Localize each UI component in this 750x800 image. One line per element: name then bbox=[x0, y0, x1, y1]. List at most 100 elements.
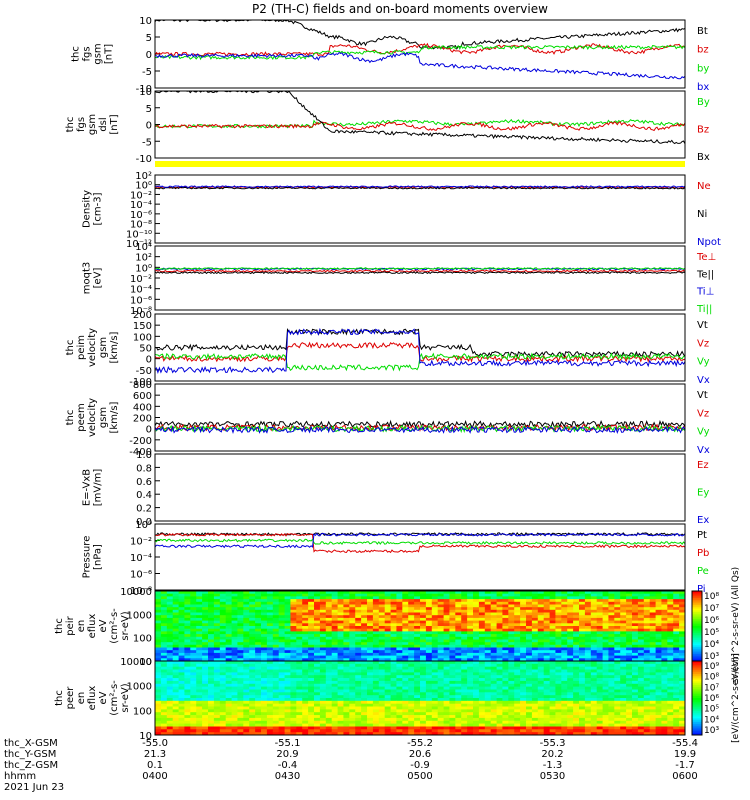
heatmap-cell bbox=[266, 615, 274, 619]
heatmap-cell bbox=[531, 663, 539, 667]
heatmap-cell bbox=[337, 644, 344, 648]
heatmap-cell bbox=[496, 732, 503, 736]
heatmap-cell bbox=[319, 695, 327, 699]
heatmap-cell bbox=[237, 631, 244, 635]
heatmap-cell bbox=[555, 655, 562, 659]
heatmap-cell bbox=[484, 609, 492, 613]
heatmap-cell bbox=[361, 591, 368, 595]
heatmap-cell bbox=[602, 601, 609, 605]
heatmap-cell bbox=[520, 609, 527, 613]
heatmap-cell bbox=[649, 675, 656, 679]
heatmap-cell bbox=[155, 644, 162, 648]
heatmap-cell bbox=[584, 596, 592, 600]
heatmap-cell bbox=[408, 692, 415, 696]
heatmap-cell bbox=[196, 593, 203, 597]
series-line-Te|| bbox=[154, 271, 686, 275]
heatmap-cell bbox=[266, 609, 274, 613]
heatmap-cell bbox=[626, 672, 633, 676]
heatmap-cell bbox=[490, 604, 497, 608]
heatmap-cell bbox=[579, 663, 586, 667]
heatmap-cell bbox=[455, 709, 462, 713]
heatmap-cell bbox=[208, 712, 215, 716]
heatmap-cell bbox=[361, 647, 368, 651]
heatmap-cell bbox=[596, 669, 603, 673]
heatmap-cell bbox=[308, 661, 315, 665]
heatmap-cell bbox=[325, 601, 333, 605]
heatmap-cell bbox=[155, 663, 162, 667]
heatmap-cell bbox=[325, 698, 333, 702]
heatmap-cell bbox=[219, 607, 227, 611]
heatmap-cell bbox=[155, 715, 162, 719]
heatmap-cell bbox=[219, 689, 227, 693]
heatmap-cell bbox=[249, 703, 256, 707]
heatmap-cell bbox=[213, 652, 221, 656]
heatmap-cell bbox=[372, 723, 380, 727]
heatmap-cell bbox=[337, 647, 344, 651]
heatmap-cell bbox=[302, 634, 309, 638]
heatmap-cell bbox=[584, 669, 592, 673]
heatmap-cell bbox=[225, 672, 232, 676]
heatmap-cell bbox=[402, 683, 409, 687]
heatmap-cell bbox=[361, 695, 368, 699]
heatmap-cell bbox=[679, 706, 686, 710]
heatmap-cell bbox=[508, 655, 515, 659]
heatmap-cell bbox=[614, 700, 621, 704]
heatmap-cell bbox=[637, 647, 645, 651]
heatmap-cell bbox=[284, 601, 291, 605]
heatmap-cell bbox=[414, 601, 421, 605]
heatmap-cell bbox=[431, 652, 439, 656]
heatmap-cell bbox=[602, 703, 609, 707]
heatmap-cell bbox=[272, 678, 280, 682]
heatmap-cell bbox=[655, 642, 662, 646]
heatmap-cell bbox=[178, 642, 185, 646]
heatmap-cell bbox=[596, 663, 603, 667]
heatmap-cell bbox=[590, 700, 598, 704]
panel-peim_velocity: thc peim velocity gsm [km/s]200150100500-50-… bbox=[65, 310, 710, 388]
heatmap-cell bbox=[325, 652, 333, 656]
heatmap-cell bbox=[255, 663, 262, 667]
heatmap-cell bbox=[302, 709, 309, 713]
heatmap-cell bbox=[637, 709, 645, 713]
heatmap-cell bbox=[402, 626, 409, 630]
heatmap-cell bbox=[225, 652, 232, 656]
heatmap-cell bbox=[484, 655, 492, 659]
heatmap-cell bbox=[667, 732, 674, 736]
heatmap-cell bbox=[620, 661, 627, 665]
heatmap-cell bbox=[596, 617, 603, 621]
heatmap-cell bbox=[679, 655, 686, 659]
heatmap-cell bbox=[637, 620, 645, 624]
heatmap-cell bbox=[390, 663, 397, 667]
heatmap-cell bbox=[473, 604, 480, 608]
heatmap-cell bbox=[537, 689, 545, 693]
heatmap-cell bbox=[190, 644, 197, 648]
heatmap-cell bbox=[537, 683, 545, 687]
heatmap-cell bbox=[272, 620, 280, 624]
heatmap-cell bbox=[155, 612, 162, 616]
heatmap-cell bbox=[349, 591, 356, 595]
heatmap-cell bbox=[549, 689, 556, 693]
heatmap-cell bbox=[178, 615, 185, 619]
heatmap-cell bbox=[266, 601, 274, 605]
heatmap-cell bbox=[367, 601, 374, 605]
heatmap-cell bbox=[443, 650, 450, 654]
heatmap-cell bbox=[196, 591, 203, 595]
legend-label: By bbox=[697, 97, 710, 108]
heatmap-cell bbox=[584, 623, 592, 627]
heatmap-cell bbox=[278, 636, 285, 640]
heatmap-cell bbox=[290, 709, 297, 713]
heatmap-cell bbox=[620, 652, 627, 656]
heatmap-cell bbox=[449, 642, 456, 646]
y-tick-label: 0 bbox=[146, 121, 152, 132]
heatmap-cell bbox=[496, 639, 503, 643]
heatmap-cell bbox=[520, 661, 527, 665]
heatmap-cell bbox=[467, 609, 474, 613]
heatmap-cell bbox=[502, 706, 509, 710]
heatmap-cell bbox=[355, 675, 362, 679]
heatmap-cell bbox=[249, 680, 256, 685]
heatmap-cell bbox=[314, 642, 321, 646]
heatmap-cell bbox=[408, 717, 415, 722]
heatmap-cell bbox=[243, 655, 250, 659]
heatmap-cell bbox=[508, 631, 515, 635]
heatmap-cell bbox=[219, 717, 227, 722]
heatmap-cell bbox=[302, 601, 309, 605]
